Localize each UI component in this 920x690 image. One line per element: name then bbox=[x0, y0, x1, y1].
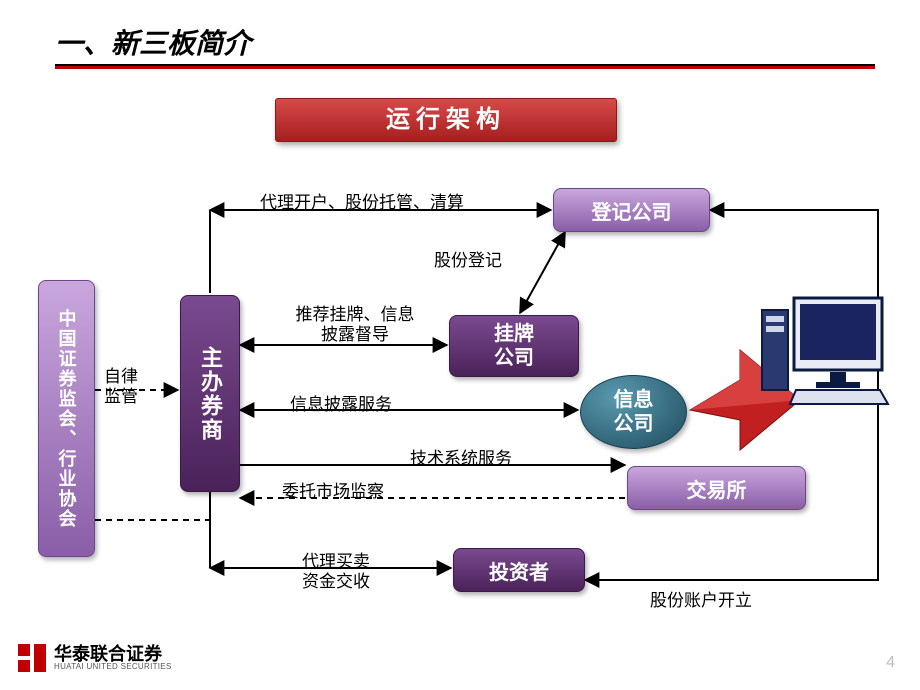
label-account-open: 股份账户开立 bbox=[650, 586, 752, 611]
label-share-reg: 股份登记 bbox=[434, 246, 502, 271]
page-title: 一、新三板简介 bbox=[55, 22, 251, 62]
node-listed-label2: 公司 bbox=[494, 346, 534, 370]
node-broker-label: 主办券商 bbox=[194, 346, 226, 442]
title-underline-red bbox=[55, 66, 875, 69]
node-regulator-label: 中国证券监会、行业协会 bbox=[54, 309, 80, 529]
label-agent-trade-2: 资金交收 bbox=[302, 572, 370, 592]
section-banner: 运行架构 bbox=[275, 98, 617, 142]
node-registry-label: 登记公司 bbox=[592, 196, 672, 225]
label-disclosure: 信息披露服务 bbox=[290, 390, 392, 415]
label-entrust: 委托市场监察 bbox=[282, 477, 384, 502]
label-recommend-2: 披露督导 bbox=[280, 325, 430, 345]
label-self-reg: 自律 监管 bbox=[104, 367, 138, 406]
node-exchange: 交易所 bbox=[627, 466, 806, 510]
node-broker: 主办券商 bbox=[180, 295, 240, 492]
label-self-reg-1: 自律 bbox=[104, 367, 138, 387]
logo-cn: 华泰联合证券 bbox=[54, 645, 172, 663]
node-listed-label1: 挂牌 bbox=[494, 322, 534, 346]
logo-mark-icon bbox=[18, 644, 46, 672]
node-exchange-label: 交易所 bbox=[687, 474, 747, 503]
label-tech: 技术系统服务 bbox=[410, 444, 512, 469]
node-investor-label: 投资者 bbox=[489, 556, 549, 585]
page-number: 4 bbox=[886, 654, 895, 672]
node-info-label1: 信息 bbox=[614, 388, 654, 412]
node-listed: 挂牌 公司 bbox=[449, 315, 579, 377]
footer-logo: 华泰联合证券 HUATAI UNITED SECURITIES bbox=[18, 644, 172, 672]
node-info-label2: 公司 bbox=[614, 412, 654, 436]
label-recommend-1: 推荐挂牌、信息 bbox=[280, 305, 430, 325]
node-registry: 登记公司 bbox=[553, 188, 710, 232]
label-recommend: 推荐挂牌、信息 披露督导 bbox=[280, 305, 430, 344]
label-agent-trade: 代理买卖 资金交收 bbox=[302, 552, 370, 591]
node-info: 信息 公司 bbox=[580, 375, 687, 449]
node-regulator: 中国证券监会、行业协会 bbox=[38, 280, 95, 557]
computer-icon: <полигон/> bbox=[760, 290, 890, 415]
label-agent-open: 代理开户、股份托管、清算 bbox=[260, 188, 464, 213]
label-agent-trade-1: 代理买卖 bbox=[302, 552, 370, 572]
label-self-reg-2: 监管 bbox=[104, 387, 138, 407]
logo-en: HUATAI UNITED SECURITIES bbox=[54, 663, 172, 671]
node-investor: 投资者 bbox=[453, 548, 585, 592]
